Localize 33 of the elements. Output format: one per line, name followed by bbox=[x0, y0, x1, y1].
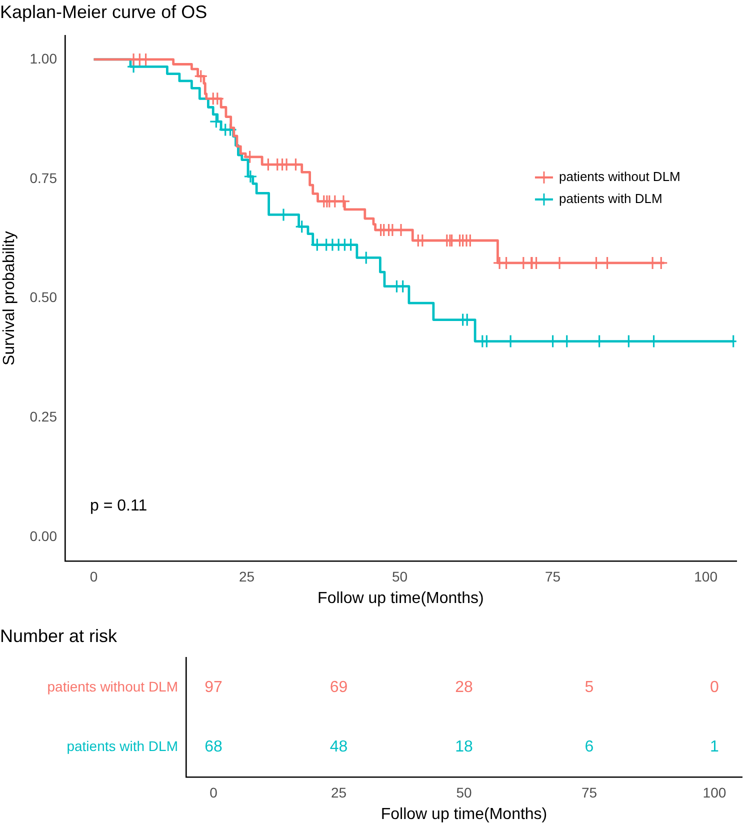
x-axis-title: Follow up time(Months) bbox=[318, 590, 484, 607]
x-tick-label: 75 bbox=[581, 784, 598, 800]
x-tick-label: 50 bbox=[456, 784, 472, 800]
chart-title: Number at risk bbox=[0, 626, 118, 646]
y-tick-label: 0.50 bbox=[30, 289, 58, 306]
data-label: 97 bbox=[204, 678, 223, 696]
legend-label: patients with DLM bbox=[558, 191, 662, 206]
data-label: 48 bbox=[330, 738, 348, 756]
x-tick-label: 100 bbox=[702, 784, 726, 800]
data-label: 28 bbox=[455, 678, 473, 696]
annotation: p = 0.11 bbox=[90, 497, 148, 514]
y-axis-title: Survival probability bbox=[1, 231, 18, 366]
data-label: 5 bbox=[584, 678, 594, 696]
x-axis-title: Follow up time(Months) bbox=[380, 806, 548, 823]
x-tick-label: 25 bbox=[330, 784, 347, 800]
data-label: 69 bbox=[330, 678, 348, 696]
legend-label: patients without DLM bbox=[558, 169, 680, 184]
y-tick-label: 0.00 bbox=[30, 528, 58, 544]
y-tick-label: 1.00 bbox=[30, 50, 58, 66]
x-tick-label: 0 bbox=[90, 568, 98, 584]
x-tick-label: 0 bbox=[210, 784, 218, 800]
data-label: 6 bbox=[584, 738, 594, 756]
data-label: 0 bbox=[710, 678, 719, 696]
x-tick-label: 75 bbox=[545, 568, 561, 584]
x-tick-label: 50 bbox=[392, 568, 408, 584]
y-tick-label: 0.75 bbox=[30, 170, 58, 186]
x-tick-label: 25 bbox=[238, 568, 255, 584]
data-label: 1 bbox=[710, 738, 719, 756]
chart-title: Kaplan-Meier curve of OS bbox=[0, 2, 208, 22]
y-tick-label: 0.25 bbox=[30, 408, 58, 425]
data-label: 68 bbox=[204, 738, 223, 756]
x-tick-label: 100 bbox=[694, 568, 718, 584]
data-label: 18 bbox=[455, 738, 473, 756]
